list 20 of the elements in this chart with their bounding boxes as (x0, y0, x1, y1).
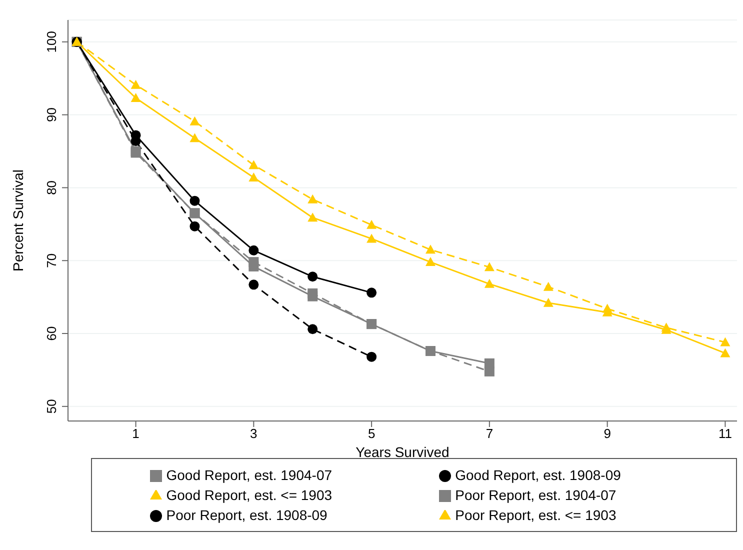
x-tick-label: 11 (718, 426, 732, 442)
legend-label: Poor Report, est. <= 1903 (455, 507, 616, 523)
y-axis-title: Percent Survival (10, 170, 26, 272)
x-tick-label: 1 (132, 426, 140, 442)
x-axis-title: Years Survived (356, 444, 450, 460)
x-tick-label: 5 (368, 426, 376, 442)
y-tick-label: 100 (44, 31, 59, 53)
y-tick-label: 90 (44, 108, 59, 122)
y-tick-label: 80 (44, 180, 59, 195)
legend-label: Good Report, est. 1904-07 (166, 467, 332, 483)
y-tick-label: 50 (44, 399, 59, 414)
x-tick-label: 7 (486, 426, 494, 442)
legend-label: Good Report, est. <= 1903 (166, 487, 332, 503)
x-tick-label: 9 (604, 426, 611, 442)
y-tick-label: 70 (44, 253, 59, 268)
legend-label: Good Report, est. 1908-09 (455, 467, 621, 483)
legend-label: Poor Report, est. 1904-07 (455, 487, 616, 503)
y-tick-label: 60 (44, 326, 59, 341)
legend-label: Poor Report, est. 1908-09 (166, 507, 328, 523)
x-tick-label: 3 (250, 426, 258, 442)
